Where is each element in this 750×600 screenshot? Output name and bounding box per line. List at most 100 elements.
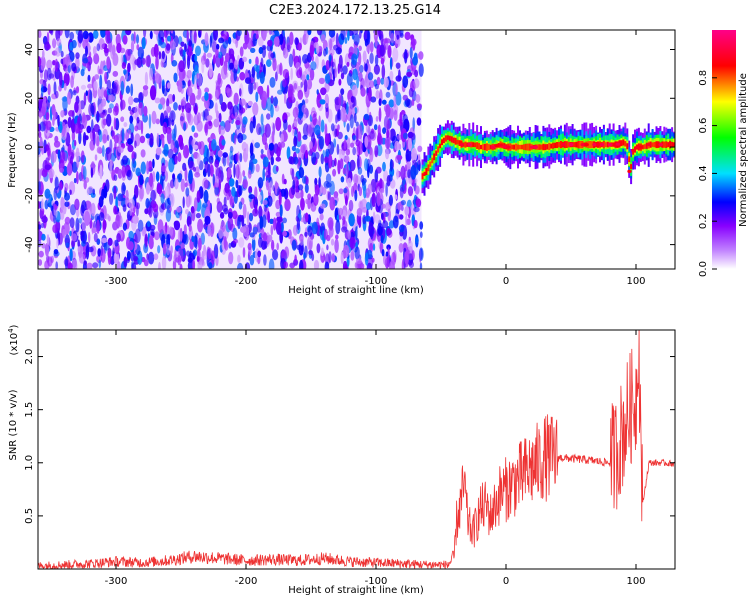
noise-cell [340,30,346,41]
signal-cell [665,141,668,148]
noise-cell [276,216,283,223]
noise-cell [200,232,205,245]
noise-cell [346,61,350,67]
noise-cell [323,48,327,57]
noise-cell [334,128,337,138]
signal-cell [521,144,523,150]
noise-cell [228,178,235,187]
noise-cell [93,124,100,133]
noise-cell [412,39,416,51]
noise-cell [142,226,147,235]
noise-cell [348,213,355,227]
noise-cell [174,177,179,190]
x-tick-label: 100 [626,576,645,587]
noise-cell [196,190,201,203]
noise-cell [256,123,262,136]
noise-cell [101,145,105,157]
noise-cell [235,179,239,189]
signal-cell [671,141,674,148]
noise-cell [414,69,419,78]
noise-cell [308,250,314,256]
signal-cell [604,142,607,147]
noise-cell [374,83,379,90]
noise-cell [137,219,144,232]
noise-cell [48,73,55,79]
noise-cell [295,192,302,199]
noise-cell [416,103,423,109]
noise-cell [186,85,193,97]
noise-cell [128,96,134,106]
noise-cell [227,36,232,45]
x-tick-label: 0 [503,576,509,587]
noise-cell [398,224,405,233]
noise-cell [386,119,391,130]
noise-cell [235,164,240,180]
noise-cell [262,30,267,41]
signal-cell [614,141,617,148]
noise-cell [233,67,238,82]
noise-cell [298,242,304,256]
noise-cell [363,61,367,72]
noise-cell [208,155,214,164]
noise-cell [89,90,93,104]
noise-cell [341,226,348,233]
noise-cell [320,87,327,96]
noise-cell [377,124,381,138]
signal-cell [538,144,541,150]
noise-cell [118,215,123,228]
colorbar-tick-label: 0.0 [698,261,709,277]
noise-cell [98,212,105,221]
noise-cell [313,193,319,206]
noise-cell [291,145,296,152]
noise-cell [38,112,43,118]
noise-cell [374,36,378,47]
noise-cell [219,212,225,219]
noise-cell [351,53,358,66]
noise-cell [38,179,41,192]
noise-cell [129,115,134,124]
signal-cell [524,143,527,151]
noise-cell [94,154,98,161]
noise-cell [109,192,114,205]
noise-cell [346,255,350,268]
noise-cell [340,106,347,122]
noise-cell [157,219,164,234]
noise-cell [350,250,355,261]
noise-cell [394,194,398,200]
noise-cell [67,143,72,157]
signal-cell [630,164,633,170]
noise-cell [96,110,100,123]
noise-cell [178,173,183,181]
noise-cell [229,150,234,164]
noise-cell [105,30,111,36]
noise-cell [314,184,320,196]
noise-cell [142,113,149,123]
noise-cell [120,54,124,65]
snr-panel: -300 -200 -100 0 100 0.5 1.0 1.5 2.0 Height of … [7,324,676,596]
signal-cell [577,140,580,149]
noise-cell [239,98,246,106]
noise-cell [295,148,300,154]
noise-cell [311,221,318,235]
noise-cell [389,57,393,70]
noise-cell [254,186,258,200]
noise-cell [59,71,63,87]
noise-cell [38,259,43,266]
noise-cell [352,68,358,81]
noise-cell [355,127,359,143]
noise-cell [320,119,325,133]
noise-cell [208,120,212,127]
noise-cell [188,169,193,185]
noise-cell [399,214,404,220]
noise-cell [364,252,369,266]
noise-cell [64,30,70,39]
colorbar-tick-label: 0.8 [698,70,709,86]
noise-cell [272,97,279,107]
noise-cell [349,236,356,249]
noise-cell [239,71,246,81]
noise-cell [121,164,126,178]
noise-cell [149,30,153,40]
noise-cell [381,99,387,105]
noise-cell [131,157,136,173]
noise-cell [278,191,282,207]
